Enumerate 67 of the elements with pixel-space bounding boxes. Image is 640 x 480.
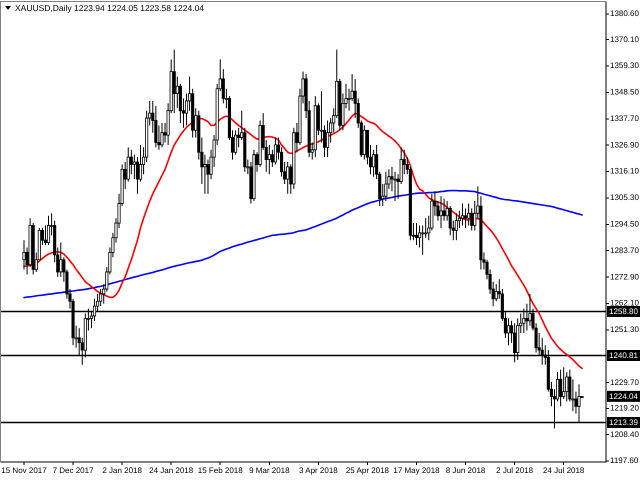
candlestick [442, 198, 446, 222]
candlestick [138, 144, 142, 182]
candlestick [326, 120, 330, 158]
candlestick [160, 122, 164, 148]
candlestick [203, 154, 206, 194]
y-tick-label: 1197.60 [610, 456, 639, 466]
candlestick [46, 215, 50, 246]
y-tick-label: 1272.90 [610, 272, 640, 282]
y-tick-label: 1305.30 [610, 193, 640, 202]
x-tick-label: 7 Dec 2017 [52, 466, 94, 476]
x-tick-label: 24 Jul 2018 [542, 466, 585, 476]
candlestick [454, 212, 458, 241]
candlestick [470, 208, 474, 231]
x-tick-label: 2 Jul 2018 [496, 466, 534, 476]
x-tick-label: 9 Mar 2018 [249, 466, 290, 476]
candlestick [448, 205, 452, 236]
candlestick [154, 105, 158, 148]
candlestick [464, 208, 468, 228]
ref-line-label: 1258.80 [609, 307, 638, 316]
y-tick-label: 1380.60 [610, 9, 640, 18]
y-tick-label: 1229.70 [610, 378, 640, 387]
x-tick-label: 25 Apr 2018 [346, 466, 390, 476]
candlestick [562, 366, 566, 400]
candlestick [286, 162, 290, 194]
chart-title: XAUUSD,Daily 1223.94 1224.05 1223.58 1224.04 [15, 3, 204, 13]
candlestick [559, 369, 562, 407]
y-tick-label: 1337.70 [610, 114, 640, 123]
candlestick [424, 218, 428, 238]
y-tick-label: 1262.10 [610, 298, 640, 308]
x-tick-label: 15 Feb 2018 [198, 466, 244, 476]
x-tick-label: 24 Jan 2018 [149, 466, 194, 476]
y-tick-label: 1326.90 [610, 140, 640, 150]
candlestick [59, 242, 62, 278]
candlestick [268, 144, 271, 175]
ref-line-label: 1240.81 [609, 351, 638, 360]
candlestick [274, 137, 277, 165]
candlestick [414, 222, 418, 246]
y-tick-label: 1283.70 [610, 246, 640, 255]
y-tick-label: 1316.10 [610, 166, 640, 176]
x-tick-label: 3 Apr 2018 [299, 466, 338, 476]
candlestick [384, 171, 388, 202]
candlestick [506, 318, 510, 346]
y-tick-label: 1359.30 [610, 61, 640, 70]
candlestick [460, 203, 464, 226]
y-tick-label: 1348.50 [610, 88, 640, 97]
y-tick-label: 1219.20 [610, 403, 640, 412]
y-tick-label: 1294.50 [610, 220, 640, 229]
candlestick [22, 240, 26, 270]
x-tick-label: 15 Nov 2017 [1, 466, 48, 476]
y-tick-label: 1251.30 [610, 325, 640, 334]
x-tick-label: 2 Jan 2018 [102, 466, 142, 476]
text: 1224.04 [609, 392, 638, 402]
x-tick-label: 17 May 2018 [393, 466, 440, 476]
candlestick [494, 284, 498, 302]
y-tick-label: 1370.10 [610, 34, 640, 44]
candlestick [172, 49, 176, 114]
candlestick [439, 196, 443, 228]
x-tick-label: 8 Jun 2018 [446, 466, 486, 476]
candlestick [372, 149, 376, 178]
candlestick [132, 154, 136, 180]
candlestick [467, 203, 470, 226]
candlestick [44, 225, 48, 246]
y-tick-label: 1208.40 [610, 430, 640, 439]
ref-line-label: 1213.39 [609, 418, 638, 428]
candlestick [393, 171, 397, 202]
candlestick [234, 130, 238, 156]
candlestick [421, 225, 424, 256]
